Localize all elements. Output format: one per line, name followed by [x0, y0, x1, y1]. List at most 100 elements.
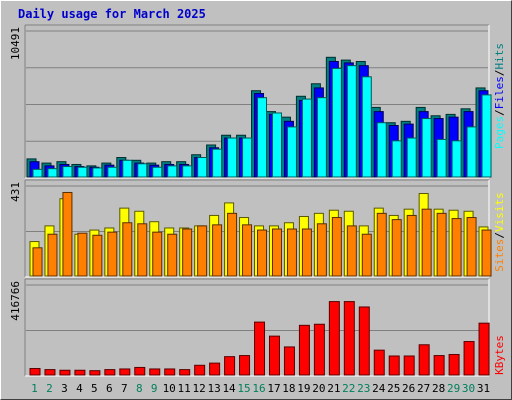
bar-sites-26: [406, 214, 417, 277]
series-label-part: Pages: [493, 116, 506, 149]
day-label-19: 19: [297, 382, 310, 395]
bar-pages-4: [77, 166, 88, 178]
bar-kbytes-21: [328, 301, 340, 376]
bar-sites-12: [197, 225, 208, 277]
bar-sites-17: [271, 228, 282, 277]
bar-kbytes-16: [254, 321, 266, 376]
day-label-22: 22: [342, 382, 355, 395]
day-label-13: 13: [207, 382, 220, 395]
y-max-label: 431: [9, 182, 22, 202]
bar-kbytes-27: [418, 344, 430, 376]
bar-pages-6: [107, 166, 118, 178]
day-label-17: 17: [267, 382, 280, 395]
bar-kbytes-31: [478, 322, 490, 376]
bar-pages-24: [376, 122, 387, 178]
day-label-30: 30: [462, 382, 475, 395]
bar-kbytes-11: [179, 369, 191, 376]
bar-kbytes-8: [134, 366, 146, 376]
chart-title: Daily usage for March 2025: [18, 7, 206, 21]
bar-kbytes-24: [373, 349, 385, 376]
bar-pages-27: [421, 118, 432, 178]
series-label-part: Files: [493, 76, 506, 109]
bar-pages-31: [481, 94, 492, 178]
bar-kbytes-3: [59, 369, 71, 376]
bar-kbytes-20: [313, 323, 325, 376]
y-max-label: 10491: [9, 27, 22, 60]
series-label-part: KBytes: [493, 335, 506, 375]
bar-kbytes-10: [164, 368, 176, 376]
day-label-29: 29: [447, 382, 460, 395]
bar-sites-18: [286, 228, 297, 277]
bar-pages-9: [152, 166, 163, 178]
bar-sites-8: [137, 223, 148, 277]
bar-kbytes-6: [104, 369, 116, 376]
bar-sites-13: [212, 224, 223, 277]
day-label-15: 15: [237, 382, 250, 395]
day-label-16: 16: [252, 382, 265, 395]
bar-kbytes-13: [209, 362, 221, 376]
bar-kbytes-23: [358, 306, 370, 376]
bar-kbytes-22: [343, 301, 355, 376]
day-label-14: 14: [222, 382, 236, 395]
bar-sites-7: [122, 222, 133, 277]
bar-sites-23: [361, 233, 372, 277]
day-label-9: 9: [151, 382, 158, 395]
day-label-10: 10: [163, 382, 176, 395]
bar-kbytes-5: [89, 370, 101, 376]
bar-sites-3: [62, 191, 73, 277]
bar-sites-5: [92, 234, 103, 277]
bar-pages-10: [167, 165, 178, 178]
bar-pages-11: [182, 165, 193, 178]
bar-sites-10: [167, 233, 178, 277]
bar-pages-14: [227, 137, 238, 178]
bar-pages-5: [92, 167, 103, 178]
day-label-24: 24: [372, 382, 386, 395]
day-label-26: 26: [402, 382, 415, 395]
bar-pages-28: [436, 138, 447, 178]
bar-kbytes-19: [298, 324, 310, 376]
bar-sites-29: [451, 218, 462, 277]
bar-kbytes-4: [74, 369, 86, 376]
bar-pages-1: [32, 168, 43, 178]
bar-sites-1: [32, 247, 43, 277]
bar-kbytes-26: [403, 355, 415, 376]
bar-kbytes-9: [149, 368, 161, 376]
bar-sites-31: [481, 229, 492, 277]
bar-pages-12: [197, 157, 208, 178]
bar-sites-24: [376, 212, 387, 277]
bar-pages-16: [257, 97, 268, 178]
bar-kbytes-28: [433, 355, 445, 376]
day-label-12: 12: [193, 382, 206, 395]
bar-pages-20: [316, 97, 327, 178]
bar-sites-14: [227, 212, 238, 277]
bar-kbytes-7: [119, 368, 131, 376]
bar-sites-28: [436, 212, 447, 277]
day-label-5: 5: [91, 382, 98, 395]
series-label-kbytes: KBytes: [493, 335, 506, 375]
bar-pages-30: [466, 126, 477, 178]
day-label-21: 21: [327, 382, 340, 395]
bar-sites-16: [257, 229, 268, 277]
bar-pages-19: [301, 98, 312, 178]
bar-sites-25: [391, 219, 402, 277]
bar-pages-23: [361, 76, 372, 178]
y-max-label: 416766: [9, 281, 22, 321]
bar-sites-15: [242, 224, 253, 277]
bar-pages-17: [271, 112, 282, 178]
bar-kbytes-29: [448, 353, 460, 376]
series-label-hits-files-pages: Pages/Files/Hits: [493, 43, 506, 149]
bar-kbytes-25: [388, 355, 400, 376]
series-label-visits-sites: Sites/Visits: [493, 192, 506, 272]
bar-kbytes-12: [194, 364, 206, 376]
bar-kbytes-18: [283, 346, 295, 376]
bar-pages-18: [286, 126, 297, 178]
day-label-23: 23: [357, 382, 370, 395]
series-label-part: Visits: [493, 192, 506, 232]
bar-pages-2: [47, 168, 58, 178]
bar-sites-2: [47, 233, 58, 277]
series-label-part: Sites: [493, 239, 506, 272]
bar-sites-9: [152, 231, 163, 277]
day-label-28: 28: [432, 382, 445, 395]
bar-sites-6: [107, 231, 118, 277]
